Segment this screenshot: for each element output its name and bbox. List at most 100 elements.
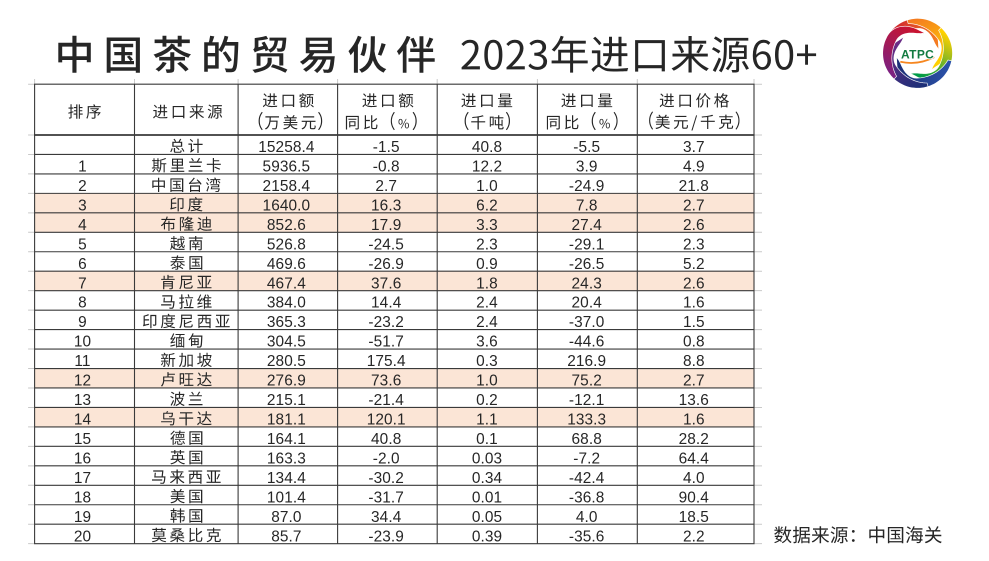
- svg-text:1.0: 1.0: [476, 373, 498, 390]
- svg-text:40.8: 40.8: [371, 431, 401, 448]
- svg-text:27.4: 27.4: [572, 217, 603, 234]
- svg-text:8.8: 8.8: [683, 353, 705, 370]
- svg-text:19: 19: [74, 509, 91, 526]
- svg-text:20.4: 20.4: [572, 295, 603, 312]
- svg-text:13: 13: [74, 392, 91, 409]
- svg-text:16: 16: [74, 450, 91, 467]
- svg-text:384.0: 384.0: [267, 295, 306, 312]
- svg-text:-24.5: -24.5: [368, 236, 404, 253]
- svg-text:163.3: 163.3: [267, 450, 306, 467]
- svg-text:11: 11: [74, 353, 90, 370]
- svg-text:12.2: 12.2: [472, 159, 502, 176]
- svg-text:28.2: 28.2: [679, 431, 709, 448]
- svg-text:-51.7: -51.7: [368, 334, 404, 351]
- svg-text:12: 12: [74, 373, 91, 390]
- svg-text:4: 4: [78, 217, 87, 234]
- svg-text:5: 5: [78, 236, 87, 253]
- svg-text:-26.5: -26.5: [569, 256, 605, 273]
- svg-text:852.6: 852.6: [267, 217, 306, 234]
- svg-text:17.9: 17.9: [371, 217, 401, 234]
- svg-text:7: 7: [78, 275, 87, 292]
- svg-text:1: 1: [78, 159, 87, 176]
- svg-text:3.3: 3.3: [476, 217, 498, 234]
- svg-text:0.2: 0.2: [476, 392, 498, 409]
- svg-text:20: 20: [74, 528, 91, 545]
- svg-text:-1.5: -1.5: [373, 139, 400, 156]
- svg-text:526.8: 526.8: [267, 236, 306, 253]
- svg-text:467.4: 467.4: [267, 275, 306, 292]
- svg-text:-7.2: -7.2: [573, 450, 600, 467]
- svg-text:2.7: 2.7: [683, 197, 705, 214]
- svg-text:34.4: 34.4: [371, 509, 402, 526]
- svg-text:0.8: 0.8: [683, 334, 705, 351]
- svg-text:-21.4: -21.4: [368, 392, 404, 409]
- svg-text:2.3: 2.3: [476, 236, 498, 253]
- svg-text:-23.2: -23.2: [368, 314, 404, 331]
- svg-text:40.8: 40.8: [472, 139, 502, 156]
- svg-text:2.3: 2.3: [683, 236, 705, 253]
- svg-text:134.4: 134.4: [267, 470, 306, 487]
- svg-text:2.6: 2.6: [683, 275, 705, 292]
- svg-text:-36.8: -36.8: [569, 489, 605, 506]
- svg-text:2.6: 2.6: [683, 217, 705, 234]
- svg-text:-44.6: -44.6: [569, 334, 605, 351]
- svg-text:1.6: 1.6: [683, 295, 705, 312]
- svg-text:9: 9: [78, 314, 87, 331]
- svg-text:15258.4: 15258.4: [258, 139, 315, 156]
- svg-text:0.3: 0.3: [476, 353, 498, 370]
- svg-text:1.0: 1.0: [476, 178, 498, 195]
- svg-text:4.9: 4.9: [683, 159, 705, 176]
- svg-text:90.4: 90.4: [679, 489, 710, 506]
- svg-text:24.3: 24.3: [572, 275, 602, 292]
- svg-text:276.9: 276.9: [267, 373, 306, 390]
- svg-text:1.1: 1.1: [476, 412, 498, 429]
- svg-text:4.0: 4.0: [683, 470, 705, 487]
- svg-text:ATPC: ATPC: [901, 48, 934, 62]
- svg-text:0.1: 0.1: [476, 431, 498, 448]
- svg-text:181.1: 181.1: [267, 412, 306, 429]
- svg-text:2: 2: [78, 178, 87, 195]
- svg-text:0.9: 0.9: [476, 256, 498, 273]
- svg-text:-5.5: -5.5: [573, 139, 600, 156]
- svg-text:-35.6: -35.6: [569, 528, 605, 545]
- svg-text:2.4: 2.4: [476, 314, 498, 331]
- svg-text:0.34: 0.34: [472, 470, 503, 487]
- svg-text:2.7: 2.7: [683, 373, 705, 390]
- svg-text:2158.4: 2158.4: [263, 178, 311, 195]
- svg-text:0.01: 0.01: [472, 489, 502, 506]
- svg-text:133.3: 133.3: [567, 412, 606, 429]
- svg-text:3: 3: [78, 197, 87, 214]
- svg-text:365.3: 365.3: [267, 314, 306, 331]
- svg-text:-30.2: -30.2: [368, 470, 404, 487]
- svg-text:280.5: 280.5: [267, 353, 306, 370]
- svg-text:17: 17: [74, 470, 91, 487]
- svg-text:10: 10: [74, 334, 91, 351]
- svg-text:68.8: 68.8: [572, 431, 602, 448]
- svg-text:2.7: 2.7: [375, 178, 397, 195]
- svg-text:0.03: 0.03: [472, 450, 502, 467]
- svg-text:3.7: 3.7: [683, 139, 705, 156]
- svg-text:3.6: 3.6: [476, 334, 498, 351]
- svg-text:5936.5: 5936.5: [263, 159, 311, 176]
- svg-text:-2.0: -2.0: [373, 450, 400, 467]
- svg-text:4.0: 4.0: [576, 509, 598, 526]
- svg-text:-24.9: -24.9: [569, 178, 605, 195]
- svg-text:216.9: 216.9: [567, 353, 606, 370]
- svg-text:-0.8: -0.8: [373, 159, 400, 176]
- svg-text:75.2: 75.2: [572, 373, 602, 390]
- svg-text:175.4: 175.4: [367, 353, 406, 370]
- svg-text:14: 14: [74, 412, 92, 429]
- svg-text:8: 8: [78, 295, 87, 312]
- svg-text:14.4: 14.4: [371, 295, 402, 312]
- svg-text:1.6: 1.6: [683, 412, 705, 429]
- svg-text:0.05: 0.05: [472, 509, 502, 526]
- svg-text:304.5: 304.5: [267, 334, 306, 351]
- svg-text:469.6: 469.6: [267, 256, 306, 273]
- svg-text:6.2: 6.2: [476, 197, 498, 214]
- svg-text:1640.0: 1640.0: [263, 197, 311, 214]
- svg-text:6: 6: [78, 256, 87, 273]
- svg-text:-37.0: -37.0: [569, 314, 605, 331]
- svg-text:18: 18: [74, 489, 91, 506]
- svg-text:215.1: 215.1: [267, 392, 306, 409]
- svg-text:21.8: 21.8: [679, 178, 709, 195]
